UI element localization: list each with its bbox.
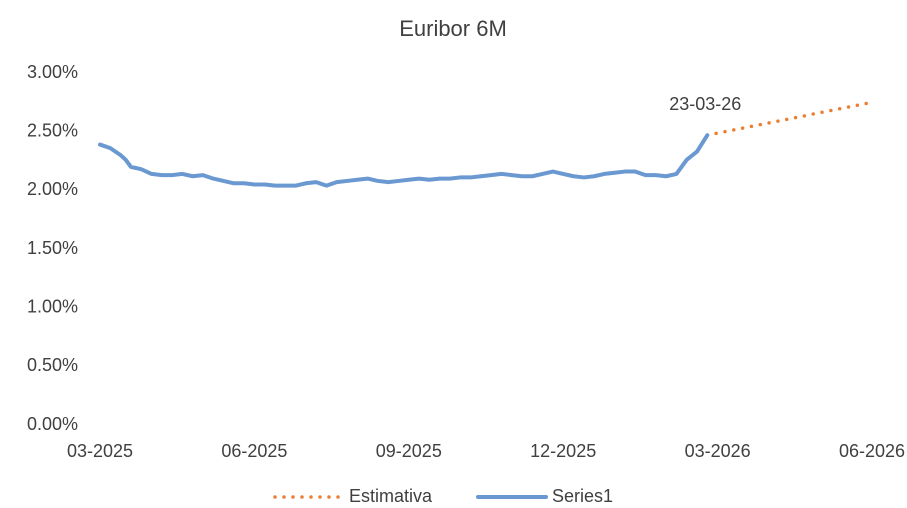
y-tick-label: 1.00% [27, 296, 78, 316]
legend-label: Series1 [552, 486, 613, 506]
chart-title: Euribor 6M [399, 16, 507, 41]
x-tick-label: 03-2026 [685, 441, 751, 461]
series-line [705, 100, 874, 137]
x-tick-label: 12-2025 [530, 441, 596, 461]
annotation: 23-03-26 [669, 94, 741, 114]
y-tick-label: 1.50% [27, 238, 78, 258]
series-line [98, 133, 710, 188]
y-tick-label: 0.50% [27, 355, 78, 375]
x-tick-label: 06-2026 [839, 441, 905, 461]
y-tick-label: 0.00% [27, 414, 78, 434]
y-tick-label: 2.50% [27, 120, 78, 140]
y-tick-label: 2.00% [27, 179, 78, 199]
legend-label: Estimativa [349, 486, 433, 506]
x-tick-label: 03-2025 [67, 441, 133, 461]
x-tick-label: 06-2025 [221, 441, 287, 461]
x-tick-label: 09-2025 [376, 441, 442, 461]
y-tick-label: 3.00% [27, 62, 78, 82]
